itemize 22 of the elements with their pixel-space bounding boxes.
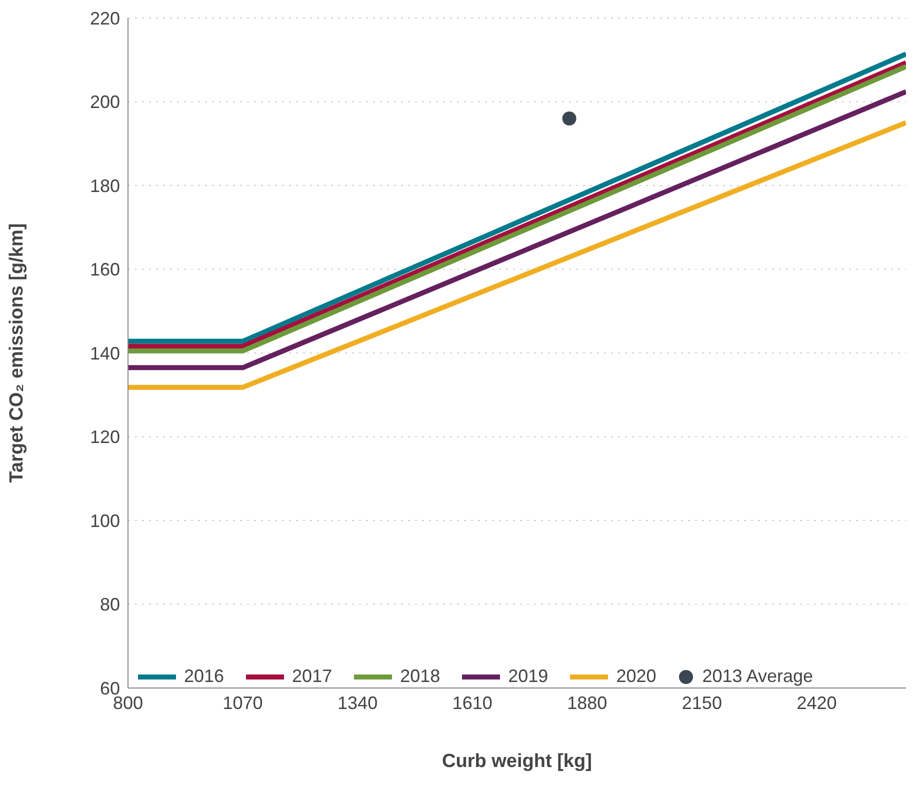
- legend-label: 2017: [292, 666, 332, 687]
- y-tick-label: 120: [90, 427, 120, 448]
- legend-label: 2019: [508, 666, 548, 687]
- x-tick-label: 1610: [452, 692, 492, 713]
- y-tick-label: 200: [90, 92, 120, 112]
- y-tick-label: 220: [90, 8, 120, 28]
- y-tick-label: 140: [90, 343, 120, 364]
- y-tick-label: 180: [90, 176, 120, 196]
- y-tick-label: 160: [90, 260, 120, 280]
- legend-label: 2016: [184, 666, 224, 687]
- x-tick-label: 1070: [222, 692, 263, 713]
- x-tick-label: 1340: [338, 692, 378, 713]
- x-tick-label: 2420: [796, 692, 837, 713]
- x-axis-title: Curb weight [kg]: [442, 751, 592, 772]
- y-tick-label: 100: [90, 510, 120, 531]
- legend-label: 2018: [400, 666, 440, 687]
- x-tick-label: 1880: [567, 692, 608, 713]
- legend-label: 2020: [616, 666, 656, 687]
- y-axis-title: Target CO₂ emissions [g/km]: [6, 223, 28, 483]
- legend-label: 2013 Average: [702, 666, 814, 687]
- x-tick-label: 2150: [682, 692, 722, 713]
- y-tick-label: 80: [100, 594, 120, 615]
